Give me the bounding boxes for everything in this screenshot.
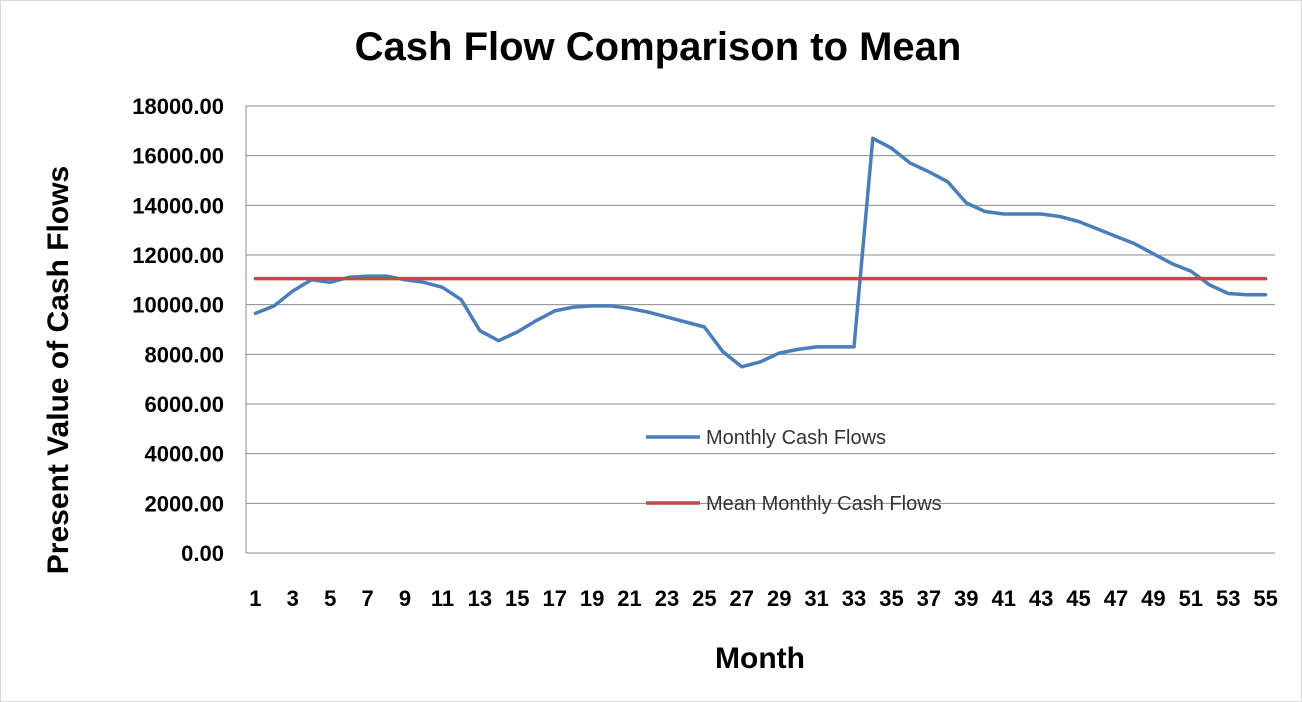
series-line-monthly-cash-flows [253, 136, 1268, 369]
y-tick-label: 4000.00 [144, 442, 224, 467]
x-tick-label: 35 [879, 586, 903, 611]
x-tick-label: 39 [954, 586, 978, 611]
x-axis-title: Month [715, 642, 805, 675]
x-tick-label: 41 [991, 586, 1015, 611]
x-tick-label: 17 [542, 586, 566, 611]
x-tick-label: 25 [692, 586, 716, 611]
x-tick-label: 5 [324, 586, 336, 611]
y-tick-label: 12000.00 [132, 243, 224, 268]
legend-label: Monthly Cash Flows [706, 427, 886, 449]
x-tick-label: 21 [617, 586, 641, 611]
y-tick-label: 16000.00 [132, 144, 224, 169]
x-tick-label: 19 [580, 586, 604, 611]
gridlines [245, 105, 1275, 554]
y-tick-label: 10000.00 [132, 293, 224, 318]
x-tick-label: 51 [1179, 586, 1203, 611]
x-tick-label: 11 [431, 586, 454, 611]
x-tick-label: 7 [361, 586, 373, 611]
y-tick-label: 8000.00 [144, 342, 224, 367]
legend-label: Mean Monthly Cash Flows [706, 493, 942, 515]
x-tick-label: 53 [1216, 586, 1240, 611]
x-tick-label: 27 [730, 586, 754, 611]
x-axis-ticks: 1 3 5 7 9 11 13 15 17 19 21 23 25 27 29 31 33 35 37 39 41 43 4… [249, 586, 1278, 611]
legend: Monthly Cash Flows Mean Monthly Cash Flow… [646, 427, 942, 515]
series-lines [253, 136, 1268, 369]
y-tick-label: 0.00 [181, 541, 224, 566]
x-tick-label: 43 [1029, 586, 1053, 611]
x-tick-label: 33 [842, 586, 866, 611]
chart-title: Cash Flow Comparison to Mean [355, 25, 962, 69]
x-tick-label: 55 [1253, 586, 1277, 611]
y-tick-label: 18000.00 [132, 94, 224, 119]
x-tick-label: 49 [1141, 586, 1165, 611]
x-tick-label: 15 [505, 586, 529, 611]
y-tick-label: 14000.00 [132, 193, 224, 218]
y-tick-label: 6000.00 [144, 392, 224, 417]
x-tick-label: 31 [804, 586, 828, 611]
x-tick-label: 45 [1066, 586, 1090, 611]
x-tick-label: 29 [767, 586, 791, 611]
y-tick-label: 2000.00 [144, 491, 224, 516]
x-tick-label: 23 [655, 586, 679, 611]
x-tick-label: 9 [399, 586, 411, 611]
x-tick-label: 37 [917, 586, 941, 611]
y-axis-ticks: 0.00 2000.00 4000.00 6000.00 8000.00 10000.00… [132, 94, 224, 566]
x-tick-label: 1 [249, 586, 261, 611]
x-tick-label: 13 [468, 586, 492, 611]
x-tick-label: 47 [1104, 586, 1128, 611]
x-tick-label: 3 [287, 586, 299, 611]
y-axis-title: Present Value of Cash Flows [42, 166, 75, 574]
